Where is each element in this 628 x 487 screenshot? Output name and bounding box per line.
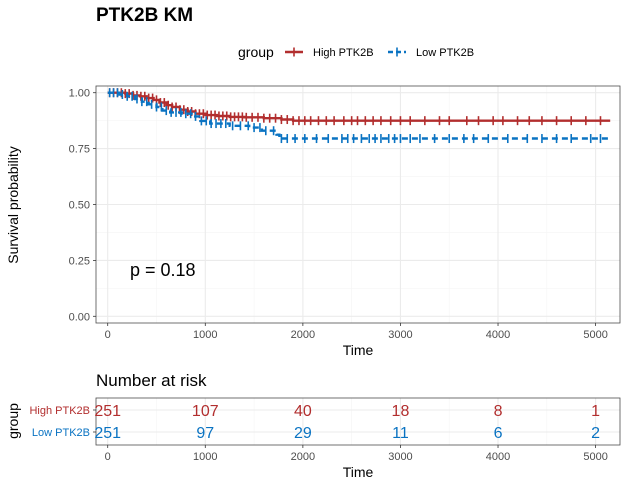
risk-x-tick-label: 3000: [388, 451, 412, 463]
risk-x-tick-label: 5000: [583, 451, 607, 463]
km-curves: [107, 88, 611, 144]
risk-cell: 8: [494, 403, 503, 420]
risk-x-tick-label: 4000: [486, 451, 510, 463]
km-y-axis-label: Survival probability: [5, 146, 21, 264]
x-tick-label: 5000: [583, 329, 607, 341]
risk-cell: 40: [294, 403, 312, 420]
km-x-axis: 0 1000 2000 3000 4000 5000: [105, 323, 608, 341]
risk-cell: 2: [591, 425, 600, 442]
risk-x-axis: 0 1000 2000 3000 4000 5000: [105, 445, 608, 463]
risk-y-axis-label: group: [5, 403, 21, 439]
risk-table-title: Number at risk: [96, 371, 207, 390]
risk-cell: 18: [392, 403, 410, 420]
risk-x-axis-label: Time: [343, 464, 374, 480]
x-tick-label: 4000: [486, 329, 510, 341]
legend-title: group: [238, 44, 274, 60]
x-tick-label: 0: [105, 329, 111, 341]
risk-x-tick-label: 1000: [193, 451, 217, 463]
x-tick-label: 3000: [388, 329, 412, 341]
legend-label-high: High PTK2B: [313, 47, 374, 59]
risk-x-tick-label: 2000: [291, 451, 315, 463]
y-tick-label: 1.00: [69, 88, 90, 100]
y-tick-label: 0.75: [69, 144, 90, 156]
risk-cell: 6: [494, 425, 503, 442]
risk-cell: 11: [392, 425, 409, 442]
legend-key-low: [388, 47, 406, 57]
risk-cell: 1: [591, 403, 600, 420]
risk-gridlines: [96, 398, 620, 445]
km-plot-panel: 0.00 0.25 0.50 0.75 1.00 0 1000 2000 3000 4000 50…: [69, 85, 621, 341]
y-tick-label: 0.00: [69, 311, 90, 323]
risk-table-panel: 251 107 40 18 8 1 251 97 29 11 6 2 High PTK2B Low PT…: [29, 397, 621, 463]
km-y-axis: 0.00 0.25 0.50 0.75 1.00: [69, 88, 96, 323]
risk-row-labels: High PTK2B Low PTK2B: [29, 405, 96, 439]
p-value-annotation: p = 0.18: [130, 260, 196, 280]
risk-row-label: High PTK2B: [29, 405, 90, 417]
y-tick-label: 0.25: [69, 255, 90, 267]
risk-table-cells: 251 107 40 18 8 1 251 97 29 11 6 2: [94, 403, 600, 442]
risk-panel-border: [95, 397, 621, 446]
legend-key-high: [285, 47, 303, 57]
legend-label-low: Low PTK2B: [416, 47, 474, 59]
risk-row-label: Low PTK2B: [32, 427, 90, 439]
km-curve-low: [107, 91, 611, 140]
km-x-axis-label: Time: [343, 342, 374, 358]
risk-cell: 107: [192, 403, 219, 420]
chart-title: PTK2B KM: [96, 5, 193, 26]
risk-x-tick-label: 0: [105, 451, 111, 463]
legend: group High PTK2B Low PTK2B: [238, 44, 474, 60]
x-tick-label: 1000: [193, 329, 217, 341]
risk-cell: 251: [94, 403, 121, 420]
y-tick-label: 0.50: [69, 200, 90, 212]
risk-cell: 29: [294, 425, 312, 442]
risk-cell: 97: [196, 425, 214, 442]
risk-cell: 251: [94, 425, 121, 442]
x-tick-label: 2000: [291, 329, 315, 341]
